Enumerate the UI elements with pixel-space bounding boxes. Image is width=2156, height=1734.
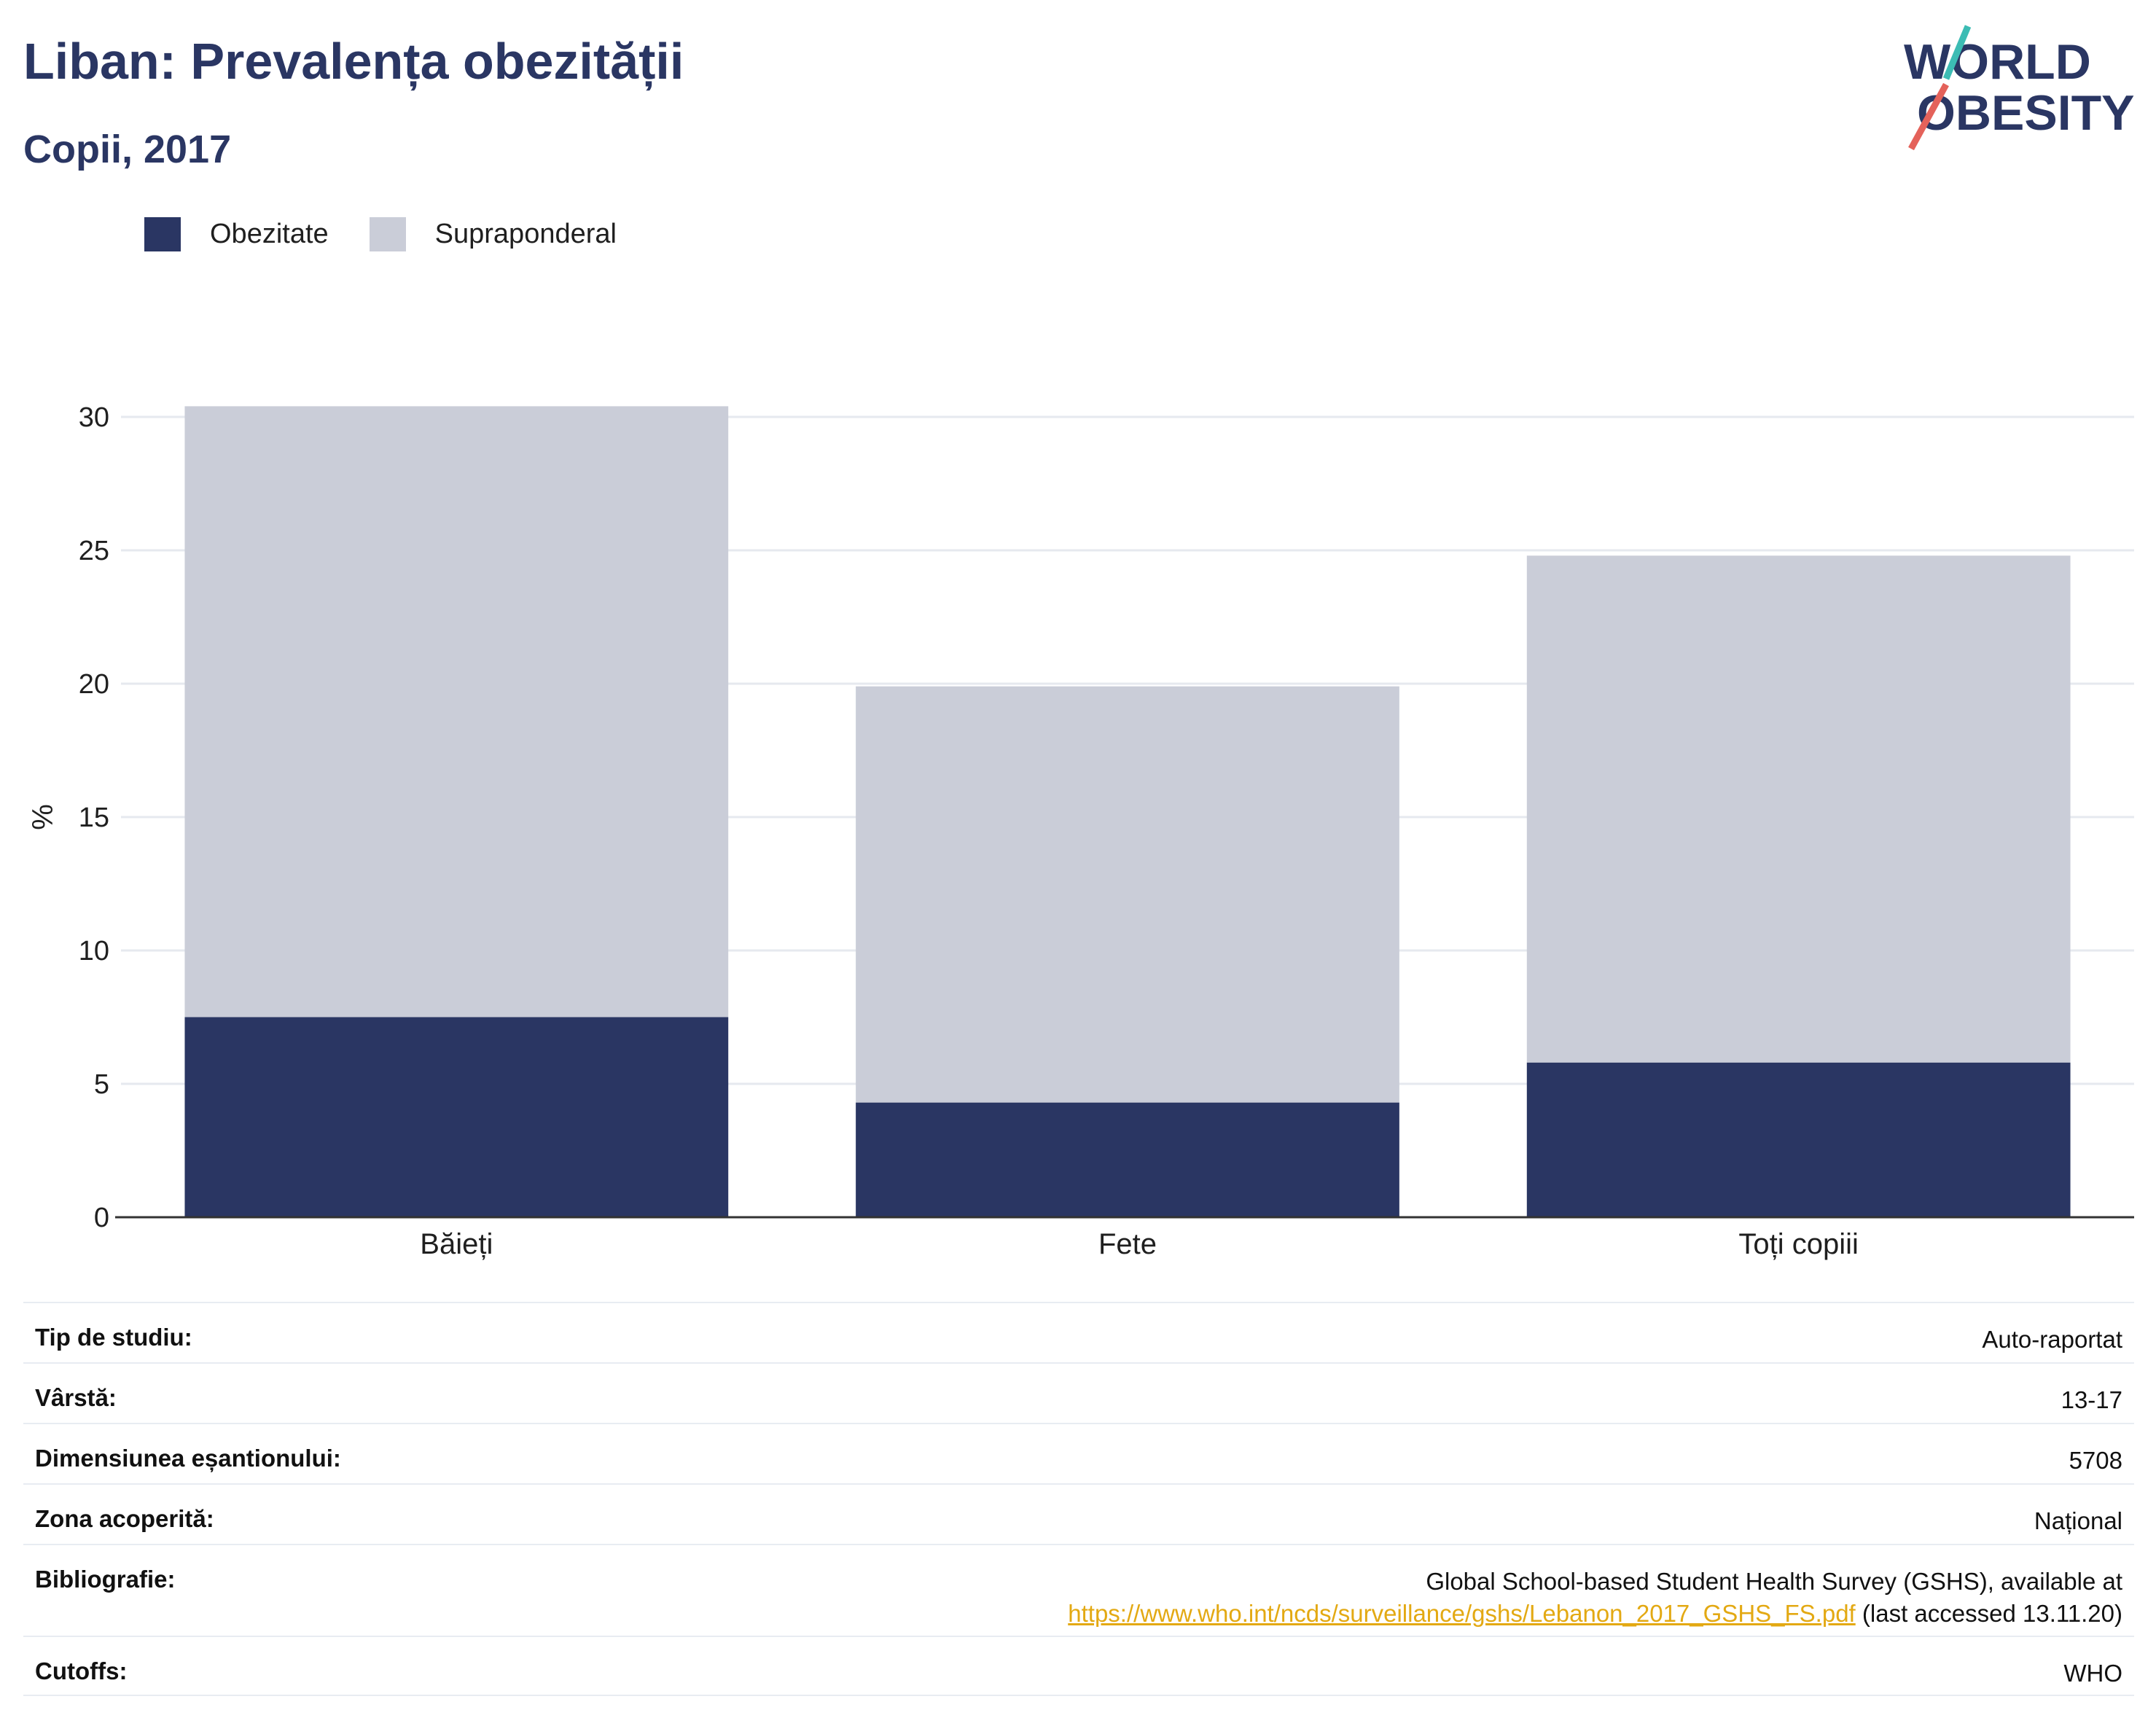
chart-subtitle: Copii, 2017: [23, 128, 232, 171]
x-tick-label: Băieți: [420, 1228, 493, 1260]
legend-label-obezitate: Obezitate: [210, 219, 329, 249]
meta-key-cutoffs: Cutoffs:: [35, 1657, 128, 1684]
bar-chart: 0 5 10 15 20 25 30% Băieți Fete Toți copiii: [27, 402, 2134, 1260]
logo-text-obesity: OBESITY: [1917, 85, 2135, 141]
bibliography-suffix: (last accessed 13.11.20): [1855, 1600, 2122, 1627]
world-obesity-logo: WORLD OBESITY: [1904, 25, 2135, 151]
y-tick-label: 20: [79, 669, 109, 700]
meta-key-sample-size: Dimensiunea eșantionului:: [35, 1445, 341, 1472]
bar-supraponderal-2: [1526, 555, 2071, 1063]
y-axis-label: %: [27, 804, 59, 830]
y-tick-label: 30: [79, 402, 109, 433]
legend-swatch-supraponderal: [369, 217, 406, 251]
bar-obezitate-0: [184, 1017, 729, 1217]
logo-text-world: WORLD: [1904, 34, 2091, 90]
y-tick-label: 0: [94, 1203, 109, 1233]
meta-key-bibliography: Bibliografie:: [35, 1566, 176, 1593]
y-tick-label: 10: [79, 936, 109, 966]
bar-obezitate-2: [1526, 1062, 2071, 1217]
legend-item-supraponderal[interactable]: Supraponderal: [369, 217, 617, 251]
meta-row-cutoffs: Cutoffs: WHO: [23, 1636, 2134, 1696]
bar-supraponderal-0: [184, 406, 729, 1018]
meta-key-age: Vârstă:: [35, 1384, 117, 1411]
bar-supraponderal-1: [856, 686, 1399, 1103]
meta-value-cutoffs: WHO: [2063, 1660, 2122, 1687]
logo-slash-teal: [1942, 25, 1972, 80]
logo-slash-red: [1908, 82, 1949, 151]
legend-swatch-obezitate: [144, 217, 181, 251]
meta-value-study-type: Auto-raportat: [1982, 1326, 2122, 1353]
meta-row-age: Vârstă: 13-17: [23, 1362, 2134, 1423]
x-tick-label: Toți copiii: [1738, 1228, 1859, 1260]
meta-row-study-type: Tip de studiu: Auto-raportat: [23, 1302, 2134, 1362]
chart-legend: Obezitate Supraponderal: [144, 217, 657, 251]
bibliography-text: Global School-based Student Health Surve…: [1426, 1568, 2122, 1595]
legend-label-supraponderal: Supraponderal: [434, 219, 617, 249]
meta-value-coverage: Național: [2034, 1507, 2122, 1534]
y-tick-label: 15: [79, 802, 109, 833]
y-tick-label: 25: [79, 536, 109, 566]
meta-row-coverage: Zona acoperită: Național: [23, 1483, 2134, 1544]
meta-value-bibliography: Global School-based Student Health Surve…: [1068, 1566, 2122, 1630]
meta-key-coverage: Zona acoperită:: [35, 1505, 214, 1532]
meta-value-sample-size: 5708: [2069, 1447, 2122, 1474]
y-tick-label: 5: [94, 1069, 109, 1100]
legend-item-obezitate[interactable]: Obezitate: [144, 217, 329, 251]
metadata-table: Tip de studiu: Auto-raportat Vârstă: 13-…: [23, 1302, 2134, 1696]
meta-key-study-type: Tip de studiu:: [35, 1324, 192, 1351]
meta-value-age: 13-17: [2061, 1386, 2122, 1413]
chart-title: Liban: Prevalența obezității: [23, 33, 684, 90]
x-tick-label: Fete: [1098, 1228, 1157, 1260]
meta-row-sample-size: Dimensiunea eșantionului: 5708: [23, 1423, 2134, 1483]
bar-obezitate-1: [856, 1102, 1399, 1217]
meta-row-bibliography: Bibliografie: Global School-based Studen…: [23, 1544, 2134, 1636]
bibliography-link[interactable]: https://www.who.int/ncds/surveillance/gs…: [1068, 1600, 1856, 1627]
